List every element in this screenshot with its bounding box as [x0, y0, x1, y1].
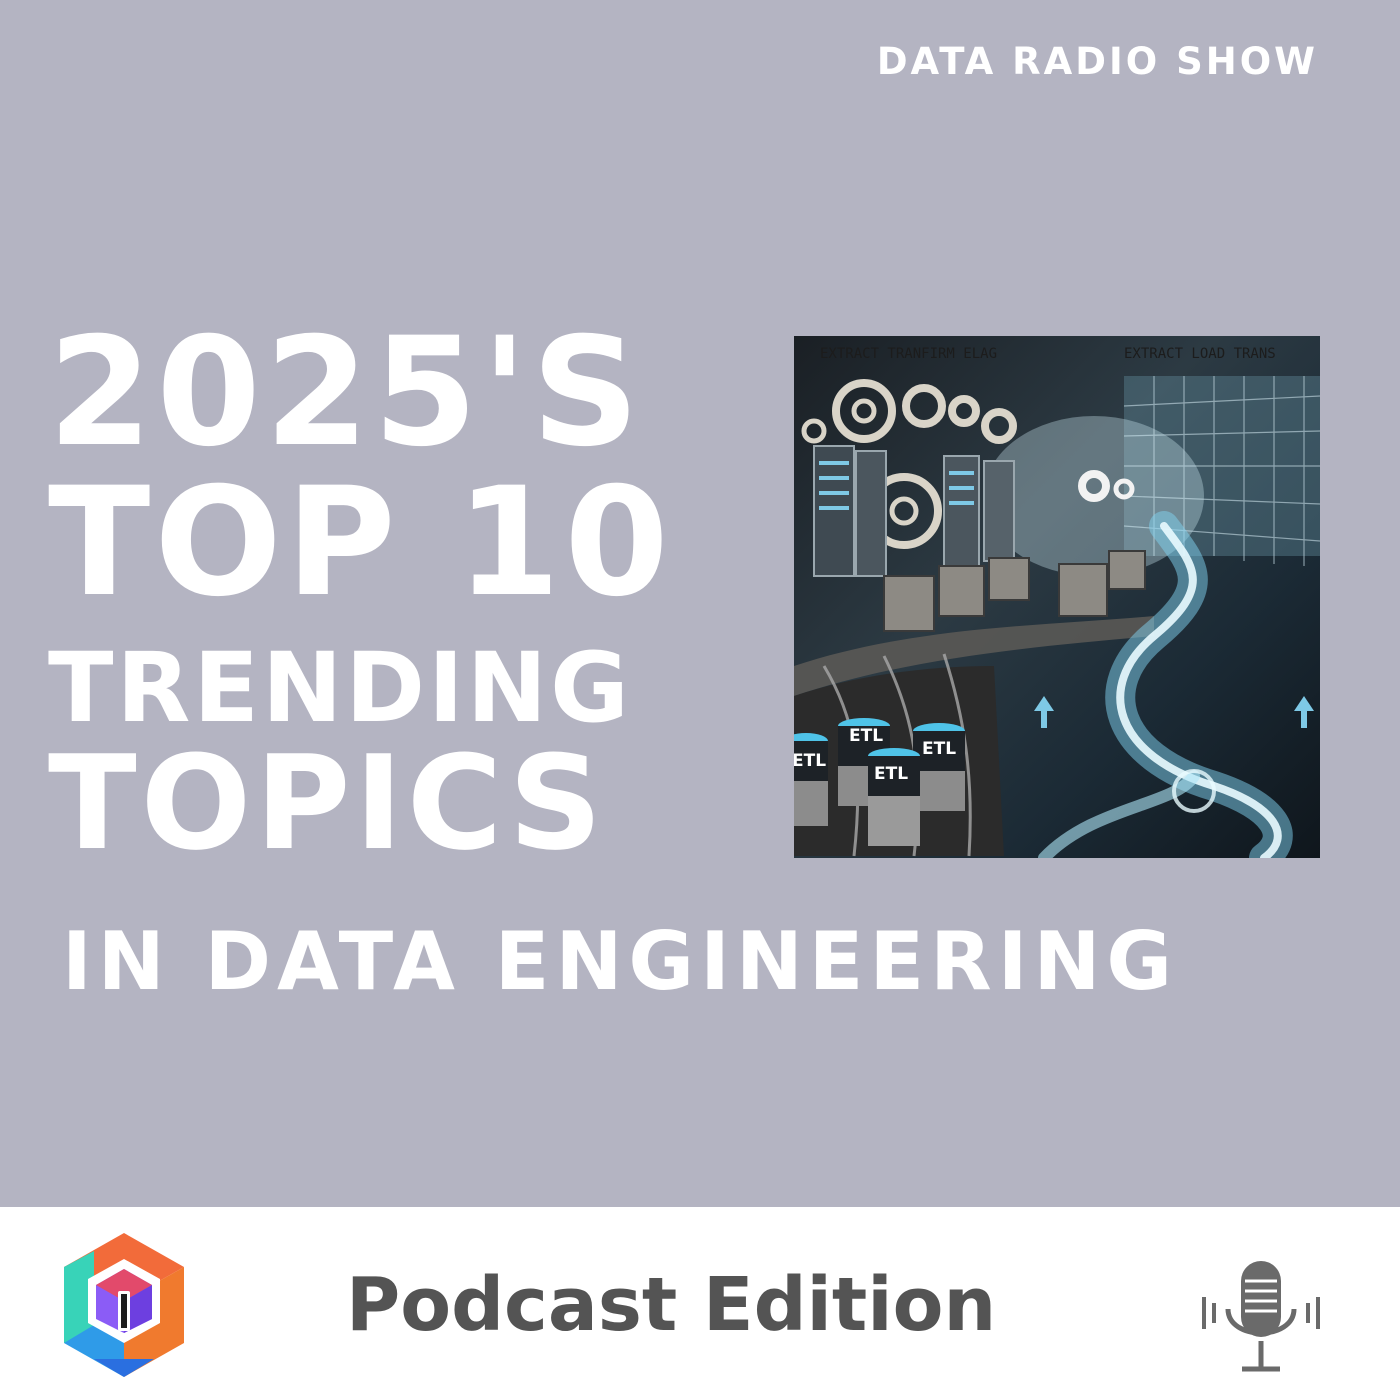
arrows — [1034, 696, 1314, 728]
etl-illustration: EXTRACT TRANFIRM ELAG EXTRACT LOAD TRANS… — [794, 336, 1320, 858]
etl-badge: ETL — [794, 751, 826, 771]
conveyor-boxes — [883, 550, 1146, 632]
etl-badge: ETL — [922, 739, 956, 759]
footer-bar: Podcast Edition — [0, 1207, 1400, 1400]
title-line-trending: TRENDING — [48, 632, 632, 744]
illustration-label-right: EXTRACT LOAD TRANS — [1124, 346, 1276, 362]
microphone-icon — [1202, 1261, 1320, 1372]
etl-illustration-art: EXTRACT TRANFIRM ELAG EXTRACT LOAD TRANS… — [794, 346, 1320, 858]
etl-badge: ETL — [849, 726, 883, 746]
illustration-label-left: EXTRACT TRANFIRM ELAG — [820, 346, 997, 362]
hexagon-cube-logo-icon — [64, 1233, 184, 1377]
etl-cylinders — [794, 718, 965, 846]
title-line-topics: TOPICS — [48, 727, 607, 879]
title-line-top10: TOP 10 — [48, 456, 673, 630]
etl-badge: ETL — [874, 764, 908, 784]
subtitle: IN DATA ENGINEERING — [62, 915, 1179, 1008]
podcast-edition-label: Podcast Edition — [346, 1262, 997, 1348]
server-racks — [813, 445, 1015, 577]
show-name: DATA RADIO SHOW — [876, 40, 1318, 83]
data-stream — [1038, 511, 1293, 858]
title-line-year: 2025'S — [48, 306, 644, 480]
gears — [801, 379, 1135, 549]
